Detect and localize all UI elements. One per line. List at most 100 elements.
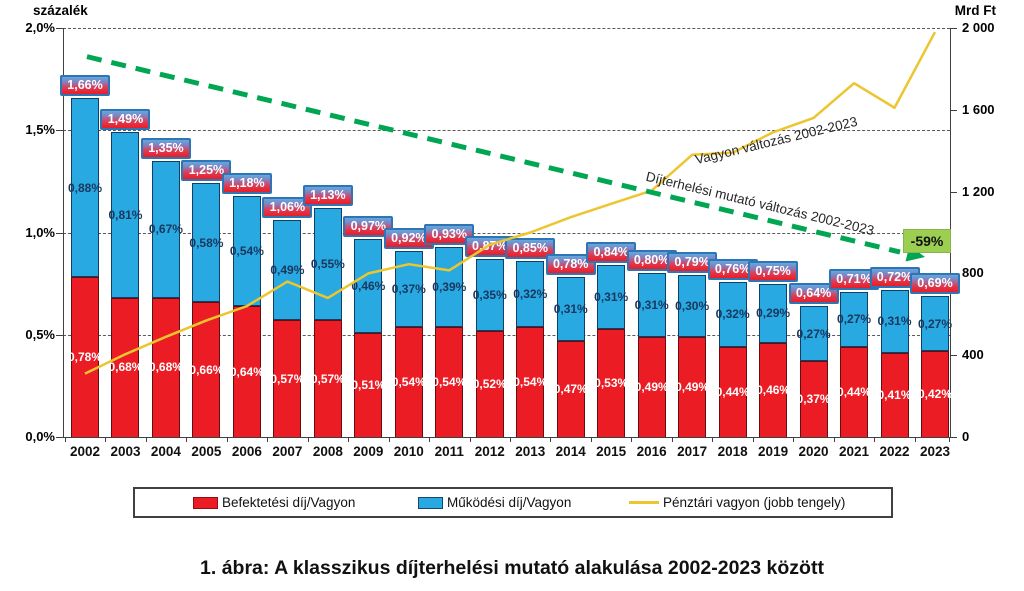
x-axis-tick bbox=[469, 437, 471, 442]
x-axis-label-2008: 2008 bbox=[312, 444, 343, 459]
x-axis-label-2006: 2006 bbox=[231, 444, 262, 459]
left-axis-tick-label: 2,0% bbox=[25, 20, 55, 35]
left-axis-title: százalék bbox=[33, 3, 88, 18]
x-axis-label-2022: 2022 bbox=[879, 444, 910, 459]
bar-label-befektetesi-2010: 0,54% bbox=[391, 374, 426, 389]
bar-label-befektetesi-2017: 0,49% bbox=[675, 379, 710, 394]
bar-label-befektetesi-2012: 0,52% bbox=[472, 376, 507, 391]
x-axis-tick bbox=[914, 437, 916, 442]
total-label-2006: 1,18% bbox=[221, 172, 272, 194]
right-axis-title: Mrd Ft bbox=[954, 3, 996, 18]
legend-label-befektetesi: Befektetési díj/Vagyon bbox=[222, 495, 356, 510]
x-axis-tick bbox=[671, 437, 673, 442]
bar-label-mukodesi-2002: 0,88% bbox=[67, 180, 103, 195]
x-axis-label-2015: 2015 bbox=[596, 444, 627, 459]
x-axis-tick bbox=[186, 437, 188, 442]
x-axis-tick bbox=[388, 437, 390, 442]
total-label-2023: 0,69% bbox=[909, 272, 960, 294]
gridline bbox=[63, 28, 950, 29]
bar-label-befektetesi-2013: 0,54% bbox=[513, 374, 548, 389]
bar-label-befektetesi-2009: 0,51% bbox=[351, 377, 386, 392]
right-axis-tick-label: 1 200 bbox=[962, 183, 995, 199]
x-axis-label-2017: 2017 bbox=[677, 444, 708, 459]
x-axis-label-2018: 2018 bbox=[717, 444, 748, 459]
right-axis-tick bbox=[950, 355, 957, 357]
right-axis-tick bbox=[950, 28, 957, 29]
total-label-2019: 0,75% bbox=[748, 260, 799, 282]
bar-label-befektetesi-2023: 0,42% bbox=[917, 387, 952, 402]
right-axis-tick-label: 800 bbox=[962, 265, 984, 281]
x-axis-tick bbox=[752, 437, 754, 442]
x-axis-tick bbox=[267, 437, 269, 442]
x-axis-tick bbox=[307, 437, 309, 442]
x-axis-label-2012: 2012 bbox=[474, 444, 505, 459]
x-axis-label-2016: 2016 bbox=[636, 444, 667, 459]
x-axis-tick bbox=[226, 437, 228, 442]
figure-caption: 1. ábra: A klasszikus díjterhelési mutat… bbox=[200, 557, 824, 579]
x-axis-label-2019: 2019 bbox=[758, 444, 789, 459]
x-axis-tick bbox=[145, 437, 147, 442]
bar-label-befektetesi-2020: 0,37% bbox=[796, 392, 831, 407]
x-axis-label-2009: 2009 bbox=[353, 444, 384, 459]
annotation-dijterhelesi-valtozas: Díjterhelési mutató változás 2002-2023 bbox=[644, 168, 876, 239]
x-axis-label-2005: 2005 bbox=[191, 444, 222, 459]
x-axis-tick bbox=[348, 437, 350, 442]
x-axis-label-2007: 2007 bbox=[272, 444, 303, 459]
legend-entry-penztari: Pénztári vagyon (jobb tengely) bbox=[629, 489, 845, 516]
total-label-2003: 1,49% bbox=[100, 109, 151, 131]
right-axis-tick-label: 400 bbox=[962, 347, 984, 363]
right-axis-tick bbox=[950, 191, 957, 193]
x-axis-tick bbox=[631, 437, 633, 442]
bar-label-mukodesi-2019: 0,29% bbox=[756, 306, 791, 321]
x-axis-label-2004: 2004 bbox=[150, 444, 181, 459]
bar-label-mukodesi-2013: 0,32% bbox=[513, 286, 548, 301]
x-axis-tick bbox=[590, 437, 592, 442]
right-axis-tick-label: 1 600 bbox=[962, 101, 995, 117]
x-axis-label-2003: 2003 bbox=[110, 444, 141, 459]
total-label-2002: 1,66% bbox=[60, 74, 110, 96]
x-axis-label-2011: 2011 bbox=[434, 444, 464, 459]
x-axis-label-2014: 2014 bbox=[555, 444, 586, 459]
x-axis-tick bbox=[712, 437, 714, 442]
left-axis-tick bbox=[56, 437, 63, 438]
right-axis-tick-label: 2 000 bbox=[962, 20, 995, 35]
x-axis-label-2023: 2023 bbox=[919, 444, 950, 459]
left-axis-tick-label: 0,5% bbox=[25, 326, 55, 342]
blue-bar-swatch-icon bbox=[418, 496, 443, 509]
bar-label-befektetesi-2019: 0,46% bbox=[756, 382, 791, 397]
left-axis-tick bbox=[56, 28, 63, 29]
bar-label-befektetesi-2015: 0,53% bbox=[594, 375, 629, 390]
x-axis-label-2010: 2010 bbox=[393, 444, 424, 459]
legend-label-penztari: Pénztári vagyon (jobb tengely) bbox=[663, 495, 846, 510]
x-axis-tick bbox=[949, 437, 950, 442]
left-axis-tick-label: 1,5% bbox=[25, 122, 55, 138]
x-axis-label-2013: 2013 bbox=[515, 444, 546, 459]
legend-label-mukodesi: Működési díj/Vagyon bbox=[447, 495, 572, 510]
left-axis-tick bbox=[56, 232, 63, 234]
x-axis-tick bbox=[64, 437, 66, 442]
left-axis-tick-label: 0,0% bbox=[25, 429, 55, 444]
left-axis-tick bbox=[56, 334, 63, 336]
right-axis-tick-label: 0 bbox=[962, 429, 970, 444]
x-axis-label-2021: 2021 bbox=[839, 444, 870, 459]
bar-label-mukodesi-2020: 0,27% bbox=[796, 326, 831, 341]
bar-label-befektetesi-2021: 0,44% bbox=[837, 385, 872, 399]
right-axis-tick bbox=[950, 437, 957, 438]
bar-label-mukodesi-2023: 0,27% bbox=[917, 316, 952, 331]
bar-label-mukodesi-2006: 0,54% bbox=[229, 243, 264, 258]
legend: Befektetési díj/Vagyon Működési díj/Vagy… bbox=[133, 487, 893, 518]
x-axis-tick bbox=[550, 437, 552, 442]
bar-label-befektetesi-2011: 0,54% bbox=[432, 374, 467, 389]
x-axis-label-2002: 2002 bbox=[69, 444, 101, 459]
total-label-2004: 1,35% bbox=[140, 137, 191, 159]
bar-label-befektetesi-2018: 0,44% bbox=[715, 385, 750, 399]
legend-entry-befektetesi: Befektetési díj/Vagyon bbox=[193, 489, 355, 516]
bar-label-befektetesi-2008: 0,57% bbox=[310, 371, 345, 386]
yellow-line-swatch-icon bbox=[629, 501, 659, 504]
x-axis-tick bbox=[874, 437, 876, 442]
x-axis-tick bbox=[793, 437, 795, 442]
red-bar-swatch-icon bbox=[193, 496, 218, 509]
legend-entry-mukodesi: Működési díj/Vagyon bbox=[418, 489, 571, 516]
x-axis-tick bbox=[833, 437, 835, 442]
